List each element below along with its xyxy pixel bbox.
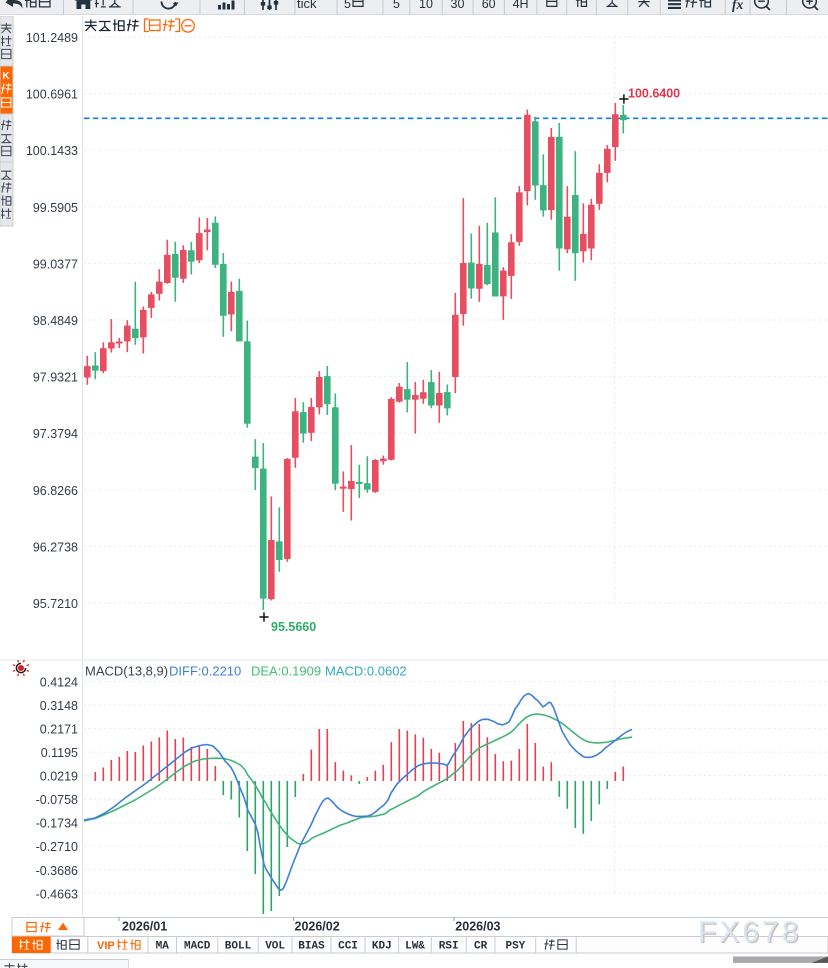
svg-text:-0.1734: -0.1734 <box>36 817 78 831</box>
svg-text:KDJ: KDJ <box>372 941 392 953</box>
svg-text:2026/01: 2026/01 <box>122 920 167 934</box>
svg-text:LW&: LW& <box>405 941 425 953</box>
svg-text:0.0219: 0.0219 <box>40 770 78 784</box>
svg-text:96.8266: 96.8266 <box>33 484 78 498</box>
svg-text:99.5905: 99.5905 <box>33 201 78 215</box>
svg-text:0.1195: 0.1195 <box>41 746 78 760</box>
svg-text:BIAS: BIAS <box>298 941 325 953</box>
svg-text:2026/02: 2026/02 <box>295 920 340 934</box>
svg-text:96.2738: 96.2738 <box>33 540 78 554</box>
svg-text:0.4124: 0.4124 <box>40 676 78 690</box>
svg-text:5: 5 <box>393 0 400 11</box>
svg-text:CR: CR <box>474 941 488 953</box>
svg-text:DIFF:0.2210: DIFF:0.2210 <box>169 664 241 679</box>
svg-text:30: 30 <box>451 0 465 11</box>
svg-text:10: 10 <box>419 0 433 11</box>
svg-text:0.2171: 0.2171 <box>40 723 78 737</box>
svg-text:MA: MA <box>156 941 170 953</box>
svg-text:MACD(13,8,9): MACD(13,8,9) <box>85 664 168 679</box>
svg-text:BOLL: BOLL <box>225 941 252 953</box>
svg-text:97.9321: 97.9321 <box>33 371 78 385</box>
svg-text:97.3794: 97.3794 <box>33 427 78 441</box>
svg-text:95.5660: 95.5660 <box>271 620 316 634</box>
svg-text:tick: tick <box>297 0 317 11</box>
svg-text:0.3148: 0.3148 <box>40 699 78 713</box>
svg-text:-0.3686: -0.3686 <box>36 864 78 878</box>
svg-text:100.1433: 100.1433 <box>26 144 78 158</box>
svg-text:-0.2710: -0.2710 <box>36 840 78 854</box>
svg-text:FX678: FX678 <box>699 917 802 950</box>
svg-text:DEA:0.1909: DEA:0.1909 <box>251 664 321 679</box>
svg-text:MACD: MACD <box>184 941 211 953</box>
svg-text:-0.4663: -0.4663 <box>36 887 78 901</box>
svg-text:FX678: FX678 <box>698 917 801 949</box>
svg-text:60: 60 <box>482 0 496 11</box>
svg-text:4H: 4H <box>513 0 529 11</box>
svg-text:100.6400: 100.6400 <box>628 87 680 101</box>
svg-text:101.2489: 101.2489 <box>26 31 78 45</box>
svg-text:98.4849: 98.4849 <box>33 314 78 328</box>
svg-text:100.6961: 100.6961 <box>26 88 78 102</box>
svg-text:VIP: VIP <box>97 940 115 952</box>
svg-text:fx: fx <box>732 0 743 12</box>
svg-text:PSY: PSY <box>505 941 525 953</box>
svg-text:RSI: RSI <box>439 941 459 953</box>
svg-text:MACD:0.0602: MACD:0.0602 <box>325 664 407 679</box>
svg-text:K: K <box>2 71 10 82</box>
svg-text:CCI: CCI <box>338 941 358 953</box>
svg-text:2026/03: 2026/03 <box>455 920 500 934</box>
svg-text:5: 5 <box>344 0 351 11</box>
svg-text:95.7210: 95.7210 <box>33 597 78 611</box>
svg-text:-0.0758: -0.0758 <box>36 793 78 807</box>
svg-text:VOL: VOL <box>265 941 285 953</box>
svg-text:99.0377: 99.0377 <box>33 257 78 271</box>
